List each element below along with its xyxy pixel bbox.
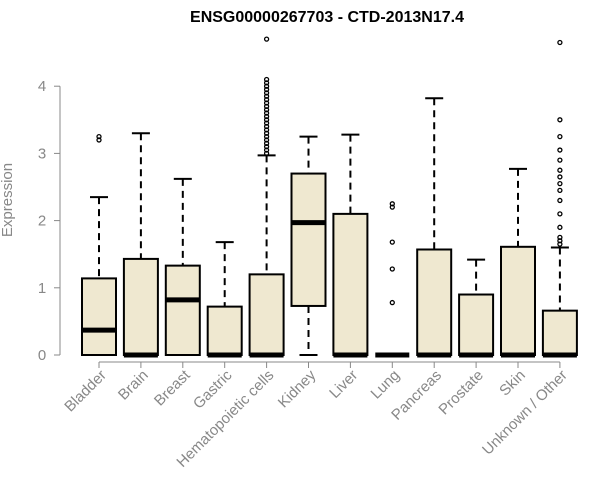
x-tick-label-10: Skin xyxy=(496,367,529,400)
box-2 xyxy=(164,177,201,356)
outlier-11-14 xyxy=(557,39,563,46)
y-tick-label-0: 0 xyxy=(38,347,46,364)
x-tick-label-0: Bladder xyxy=(61,367,110,416)
outlier-7-2 xyxy=(389,239,395,245)
outlier-4-23 xyxy=(263,36,270,42)
outlier-4-22 xyxy=(263,76,270,83)
chart-title: ENSG00000267703 - CTD-2013N17.4 xyxy=(190,9,464,26)
x-tick-label-9: Prostate xyxy=(435,367,487,419)
box-body-5 xyxy=(290,172,327,307)
x-tick-label-5: Kidney xyxy=(275,366,320,411)
box-4 xyxy=(248,36,285,358)
box-body-2 xyxy=(164,264,201,356)
x-tick-label-7: Lung xyxy=(368,367,404,403)
y-axis-label: Expression xyxy=(0,163,16,237)
outlier-11-3 xyxy=(557,224,563,230)
box-body-9 xyxy=(458,293,495,356)
box-body-0 xyxy=(81,277,117,356)
box-10 xyxy=(500,167,536,358)
box-0 xyxy=(81,133,117,356)
y-axis: 0 1 2 3 4 xyxy=(38,78,61,364)
outlier-7-1 xyxy=(389,266,395,272)
y-tick-label-1: 1 xyxy=(38,280,46,297)
outlier-7-4 xyxy=(389,201,395,207)
box-1 xyxy=(122,132,159,358)
outlier-0-1 xyxy=(96,133,102,140)
outlier-11-8 xyxy=(557,174,563,180)
box-7 xyxy=(375,201,410,358)
box-body-11 xyxy=(541,309,578,357)
outlier-11-12 xyxy=(557,133,563,140)
box-6 xyxy=(332,133,369,358)
outlier-11-10 xyxy=(557,157,563,163)
box-body-10 xyxy=(500,245,536,356)
outlier-11-2 xyxy=(557,234,563,241)
box-body-8 xyxy=(416,248,453,356)
y-tick-label-4: 4 xyxy=(38,78,46,95)
outlier-11-7 xyxy=(557,180,563,187)
plot-area xyxy=(81,36,578,358)
outlier-11-11 xyxy=(557,147,563,153)
box-body-4 xyxy=(248,273,285,356)
box-body-1 xyxy=(122,257,159,356)
box-body-3 xyxy=(206,305,243,356)
outlier-11-4 xyxy=(557,211,563,217)
box-8 xyxy=(416,97,453,358)
outlier-7-0 xyxy=(389,299,395,306)
outlier-11-6 xyxy=(557,187,563,194)
box-body-6 xyxy=(332,212,369,356)
outlier-11-13 xyxy=(557,117,563,123)
x-tick-label-6: Liver xyxy=(326,367,361,402)
x-tick-label-1: Brain xyxy=(115,367,152,404)
box-9 xyxy=(458,258,495,358)
outlier-11-9 xyxy=(557,167,563,173)
y-tick-label-2: 2 xyxy=(38,213,46,230)
box-5 xyxy=(290,135,327,356)
box-11 xyxy=(541,39,578,358)
y-tick-label-3: 3 xyxy=(38,145,46,162)
x-tick-label-2: Breast xyxy=(151,366,194,409)
outlier-11-5 xyxy=(557,197,563,204)
box-3 xyxy=(206,241,243,358)
